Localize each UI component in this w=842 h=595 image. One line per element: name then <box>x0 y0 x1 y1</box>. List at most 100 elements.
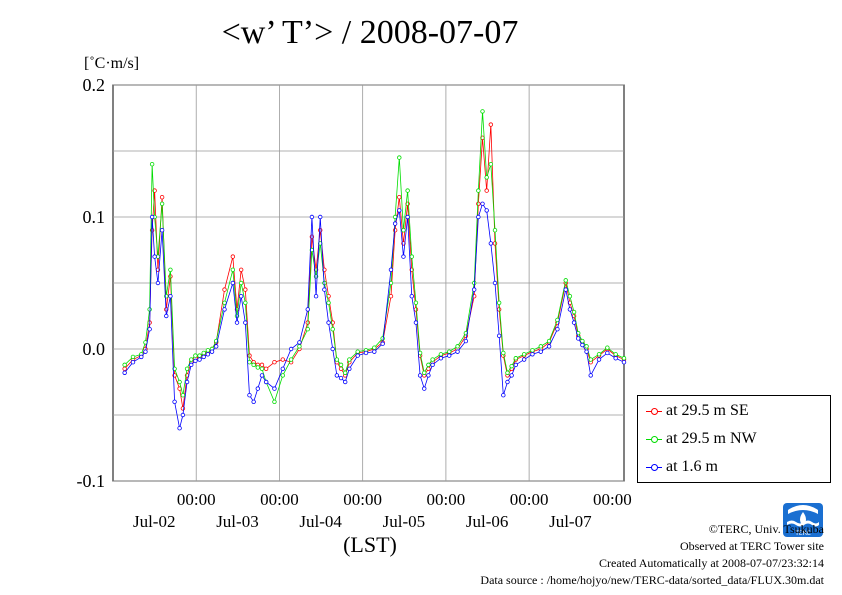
legend-label-nw: at 29.5 m NW <box>666 430 757 447</box>
data-point-1 <box>305 327 310 332</box>
x-tick-time: 00:00 <box>427 490 466 509</box>
data-point-2 <box>471 287 477 292</box>
data-point-2 <box>476 214 481 220</box>
data-point-1 <box>201 350 206 356</box>
data-point-2 <box>251 399 256 404</box>
data-point-1 <box>422 370 427 375</box>
data-point-1 <box>567 294 573 299</box>
data-point-0 <box>259 362 265 368</box>
data-point-2 <box>463 338 469 344</box>
data-point-1 <box>492 227 498 233</box>
data-point-2 <box>230 280 236 286</box>
data-point-2 <box>492 280 498 286</box>
data-point-1 <box>405 188 410 193</box>
data-point-2 <box>372 349 377 354</box>
data-point-1 <box>247 360 252 365</box>
data-point-1 <box>605 345 610 350</box>
data-point-2 <box>576 336 581 341</box>
y-tick-label: 0.0 <box>83 339 106 359</box>
data-point-1 <box>159 201 165 206</box>
data-point-2 <box>596 357 602 362</box>
data-point-1 <box>455 344 460 349</box>
y-tick-label: 0.2 <box>83 75 106 95</box>
data-point-1 <box>571 309 577 315</box>
data-point-0 <box>238 267 244 272</box>
legend: at 29.5 m SE at 29.5 m NW at 1.6 m <box>637 395 831 483</box>
data-point-1 <box>280 373 285 378</box>
data-point-2 <box>501 393 506 398</box>
data-point-2 <box>205 352 211 357</box>
data-point-0 <box>122 366 127 371</box>
data-point-2 <box>355 353 360 358</box>
data-point-2 <box>255 386 261 391</box>
data-point-0 <box>397 194 402 200</box>
data-point-1 <box>189 357 194 362</box>
data-point-2 <box>297 340 302 345</box>
data-point-0 <box>492 241 498 246</box>
data-point-0 <box>159 194 165 200</box>
data-point-2 <box>567 307 573 312</box>
data-point-2 <box>189 362 194 368</box>
data-point-2 <box>318 214 323 220</box>
data-point-0 <box>222 287 227 292</box>
data-point-2 <box>397 208 402 213</box>
x-tick-time: 00:00 <box>177 490 216 509</box>
data-point-1 <box>230 267 236 272</box>
data-point-2 <box>413 320 419 325</box>
data-point-1 <box>297 344 302 349</box>
data-point-2 <box>480 201 485 206</box>
legend-item-1-6m: at 1.6 m <box>646 457 718 477</box>
data-point-2 <box>130 360 136 365</box>
legend-swatch-se <box>646 405 662 417</box>
data-point-2 <box>309 214 315 220</box>
data-point-0 <box>488 122 494 127</box>
data-point-1 <box>193 353 198 358</box>
data-point-1 <box>326 300 331 305</box>
data-point-1 <box>342 370 348 375</box>
data-point-0 <box>263 366 269 371</box>
data-point-2 <box>313 294 319 299</box>
data-point-2 <box>417 373 423 378</box>
data-point-2 <box>326 320 331 325</box>
data-point-1 <box>259 366 265 371</box>
y-tick-label: 0.1 <box>83 207 106 227</box>
data-point-2 <box>571 320 577 325</box>
data-point-2 <box>588 373 593 378</box>
data-point-2 <box>152 254 157 259</box>
data-point-1 <box>530 348 535 353</box>
data-point-2 <box>509 373 514 378</box>
legend-label-se: at 29.5 m SE <box>666 402 749 419</box>
x-tick-date: Jul-02 <box>133 512 176 531</box>
data-point-2 <box>426 373 431 378</box>
footer-copyright: ©TERC, Univ. Tsukuba <box>708 522 824 536</box>
data-point-1 <box>392 214 398 220</box>
data-point-2 <box>164 313 169 319</box>
data-point-2 <box>455 349 460 354</box>
data-point-2 <box>342 379 348 385</box>
data-point-2 <box>209 349 215 354</box>
data-point-1 <box>596 352 602 357</box>
legend-swatch-nw <box>646 433 662 445</box>
data-point-2 <box>149 214 155 220</box>
data-point-1 <box>426 362 431 368</box>
data-point-1 <box>251 362 256 368</box>
data-point-2 <box>546 344 552 349</box>
footer-observed: Observed at TERC Tower site <box>679 539 824 553</box>
data-point-0 <box>230 254 236 259</box>
data-point-2 <box>530 352 535 357</box>
x-tick-date: Jul-06 <box>466 512 509 531</box>
data-point-2 <box>405 214 410 220</box>
data-point-1 <box>168 267 173 272</box>
data-point-2 <box>234 320 240 325</box>
data-point-2 <box>605 350 610 356</box>
data-point-2 <box>243 320 248 325</box>
data-point-2 <box>422 386 427 391</box>
data-point-1 <box>588 357 593 362</box>
data-point-2 <box>447 353 452 358</box>
data-point-2 <box>563 287 568 292</box>
data-point-1 <box>255 365 261 370</box>
data-point-2 <box>322 287 327 292</box>
data-point-1 <box>521 352 527 357</box>
data-point-1 <box>509 363 514 369</box>
data-point-2 <box>488 241 494 246</box>
